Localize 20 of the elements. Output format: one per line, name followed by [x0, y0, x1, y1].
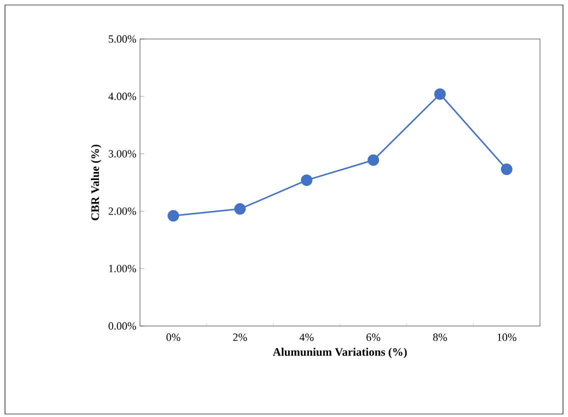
point: [168, 210, 180, 222]
point: [434, 88, 446, 100]
y-tick-label: 5.00%: [108, 35, 136, 43]
y-tick-label: 2.00%: [108, 207, 136, 215]
point: [234, 203, 246, 215]
point: [300, 174, 312, 186]
y-tick-label: 4.00%: [108, 92, 136, 100]
x-tick-label: 4%: [300, 334, 314, 341]
y-tick-label: 1.00%: [109, 264, 136, 272]
point: [368, 154, 380, 166]
y-axis-title: CBR Value (%): [90, 144, 102, 220]
x-axis-title: Alumunium Variations (%): [272, 348, 407, 358]
point: [500, 164, 512, 176]
x-tick-label: 6%: [366, 334, 380, 341]
x-tick-label: 8%: [433, 334, 447, 341]
x-tick-label: 0%: [166, 334, 180, 341]
x-tick-label: 2%: [233, 334, 247, 341]
y-tick-label: 3.00%: [108, 150, 136, 158]
y-tick-label: 0.00%: [108, 322, 136, 330]
x-tick-label: 10%: [498, 334, 516, 341]
